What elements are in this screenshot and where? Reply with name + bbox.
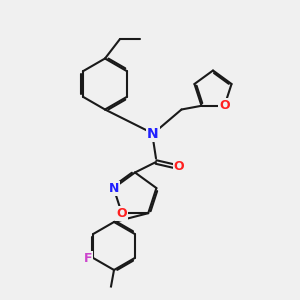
Text: O: O xyxy=(116,207,127,220)
Text: F: F xyxy=(84,251,92,265)
Text: O: O xyxy=(219,99,230,112)
Text: N: N xyxy=(147,127,159,140)
Text: N: N xyxy=(108,182,119,194)
Text: O: O xyxy=(174,160,184,173)
